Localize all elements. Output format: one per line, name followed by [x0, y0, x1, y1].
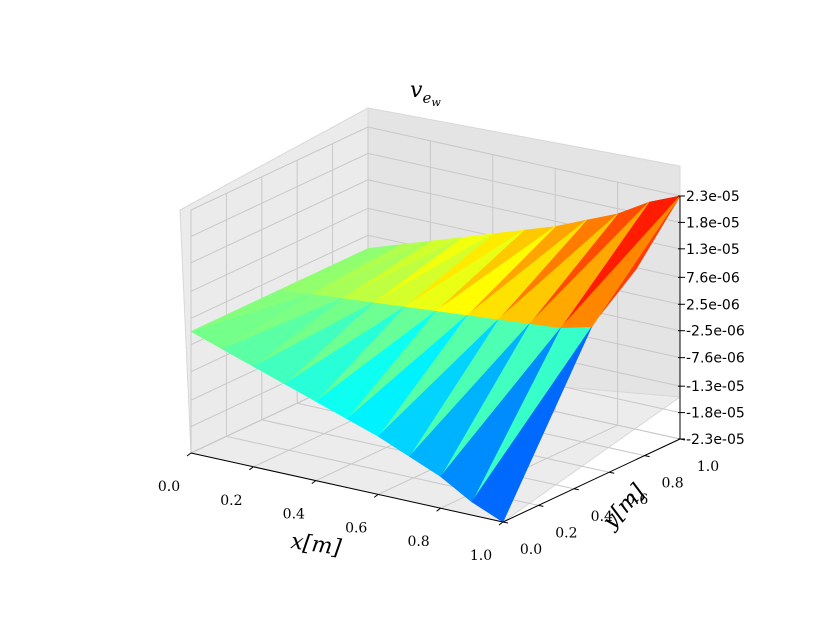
- y-tick-label-3: 0.6: [626, 492, 648, 508]
- x-axis-line: [190, 452, 504, 523]
- grid-z-0: [190, 126, 681, 211]
- surface-facet-28: [190, 293, 312, 350]
- y-tick-label-0: 0.0: [520, 542, 542, 558]
- z-tick-label-3: 7.6e-06: [686, 270, 740, 286]
- y-tick-mark-1: [538, 504, 544, 507]
- surface-facet-37: [346, 315, 468, 437]
- z-tick-label-9: -2.3e-05: [686, 432, 745, 448]
- surface-facet-36: [315, 310, 436, 420]
- z-tick-label-6: -7.6e-06: [686, 351, 745, 367]
- surface-facet-39: [409, 323, 530, 477]
- surface-facet-40: [440, 328, 561, 503]
- tick-labels: 0.0 0.2 0.4 0.6 0.8 1.0 0.0 0.2 0.4 0.6 0.8 1.0 2.3e…: [158, 189, 745, 564]
- x-tick-mark-4: [436, 507, 441, 512]
- y-tick-mark-2: [573, 488, 579, 491]
- surface-facet-38: [377, 319, 499, 457]
- x-tick-label-0: 0.0: [158, 479, 180, 495]
- x-tick-label-2: 0.4: [283, 507, 305, 523]
- x-tick-label-3: 0.6: [345, 520, 367, 536]
- z-tick-label-8: -1.8e-05: [686, 406, 745, 422]
- grid-z-1: [190, 152, 681, 237]
- y-tick-label-4: 0.8: [661, 476, 683, 492]
- surface-facet-30: [221, 298, 343, 367]
- y-axis-line: [502, 438, 681, 523]
- y-tick-label-1: 0.2: [555, 525, 577, 541]
- x-axis-title: x[m]: [289, 529, 343, 561]
- z-tick-label-0: 2.3e-05: [686, 189, 740, 205]
- y-tick-label-2: 0.4: [591, 509, 613, 525]
- y-tick-mark-0: [502, 521, 509, 524]
- x-tick-label-1: 0.2: [220, 493, 242, 509]
- chart-title: vew: [410, 78, 441, 109]
- z-tick-label-2: 1.3e-05: [686, 242, 740, 258]
- y-tick-mark-3: [609, 471, 615, 474]
- x-tick-label-5: 1.0: [470, 548, 492, 564]
- surface-facet-41: [471, 327, 592, 523]
- z-tick-label-4: 2.5e-06: [686, 297, 740, 313]
- x-tick-mark-3: [373, 493, 379, 498]
- x-tick-mark-0: [186, 452, 192, 457]
- y-tick-label-5: 1.0: [697, 459, 719, 475]
- axes: [190, 196, 681, 523]
- surface-mesh: [190, 195, 681, 523]
- surface-facet-32: [253, 302, 374, 385]
- z-tick-label-5: -2.5e-06: [686, 324, 745, 340]
- y-tick-mark-4: [644, 455, 650, 458]
- x-tick-label-4: 0.8: [407, 534, 429, 550]
- x-tick-mark-5: [498, 521, 504, 526]
- z-tick-label-1: 1.8e-05: [686, 215, 740, 231]
- x-tick-mark-1: [249, 466, 254, 471]
- surface-facet-34: [284, 306, 405, 402]
- x-tick-mark-2: [311, 480, 317, 485]
- z-tick-label-7: -1.3e-05: [686, 379, 745, 395]
